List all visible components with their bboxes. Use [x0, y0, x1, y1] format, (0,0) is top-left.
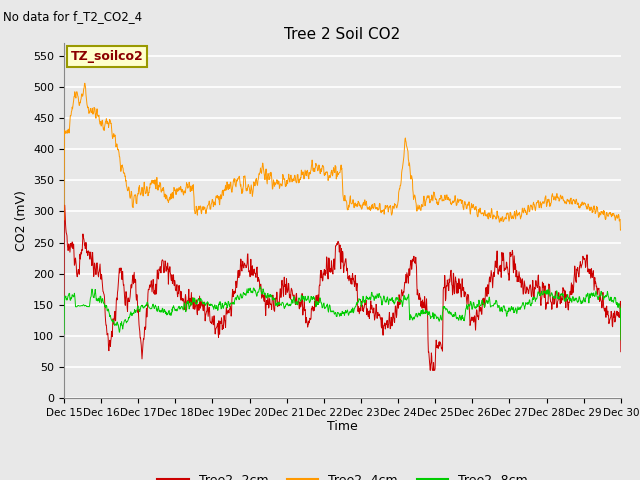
Legend: Tree2 -2cm, Tree2 -4cm, Tree2 -8cm: Tree2 -2cm, Tree2 -4cm, Tree2 -8cm — [152, 468, 532, 480]
Title: Tree 2 Soil CO2: Tree 2 Soil CO2 — [284, 27, 401, 42]
Text: TZ_soilco2: TZ_soilco2 — [71, 50, 144, 63]
Y-axis label: CO2 (mV): CO2 (mV) — [15, 191, 28, 251]
X-axis label: Time: Time — [327, 420, 358, 432]
Text: No data for f_T2_CO2_4: No data for f_T2_CO2_4 — [3, 10, 142, 23]
